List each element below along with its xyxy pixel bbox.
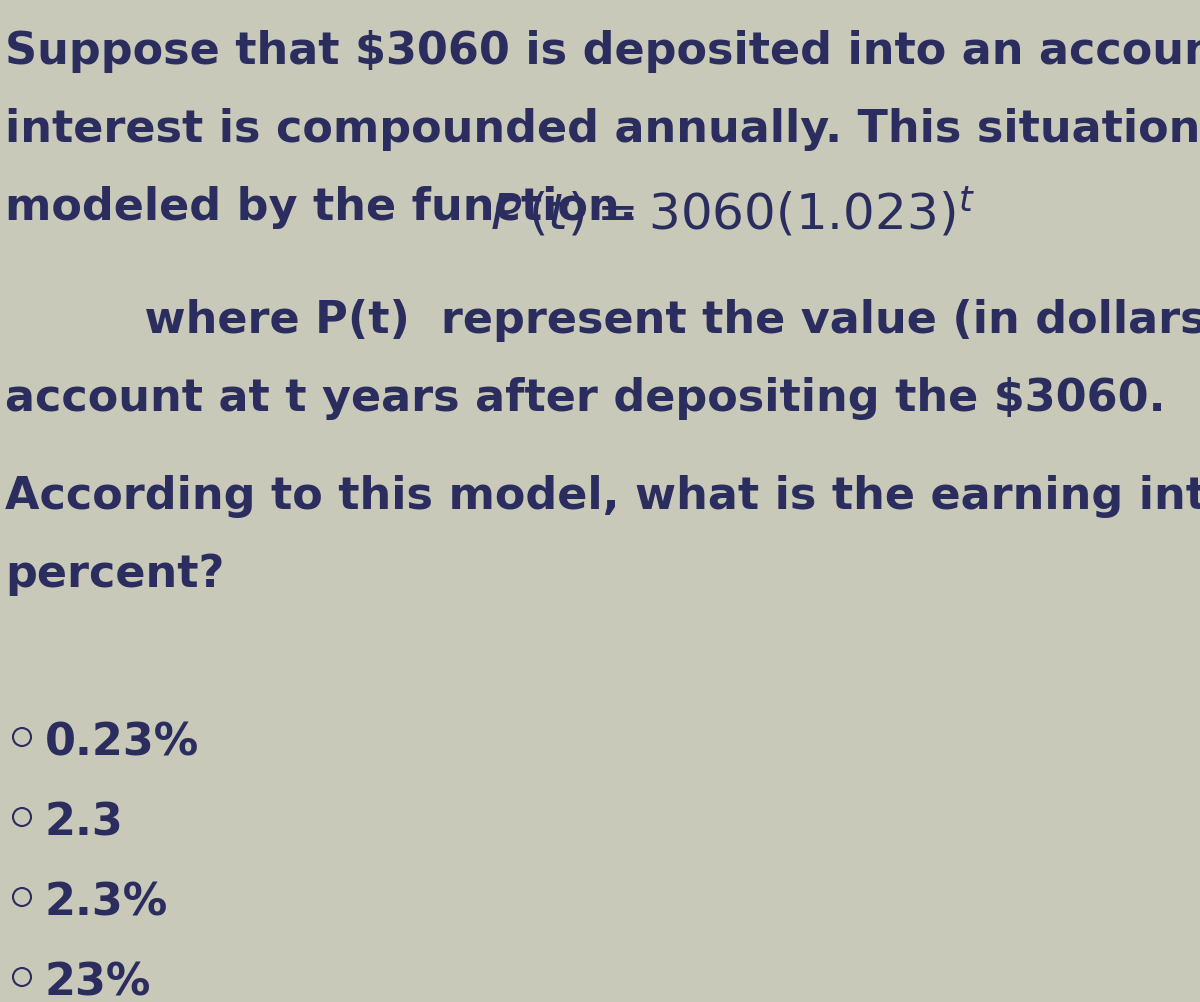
Text: $P\,(t) = 3060(1.023)^t$: $P\,(t) = 3060(1.023)^t$: [490, 186, 974, 240]
Text: 2.3%: 2.3%: [46, 881, 168, 924]
Text: interest is compounded annually. This situation can be: interest is compounded annually. This si…: [5, 108, 1200, 151]
Text: where P(t)  represent the value (in dollars) of the: where P(t) represent the value (in dolla…: [5, 299, 1200, 342]
Text: percent?: percent?: [5, 553, 224, 596]
Text: According to this model, what is the earning interest rate in: According to this model, what is the ear…: [5, 475, 1200, 518]
Text: 0.23%: 0.23%: [46, 721, 199, 764]
Text: 2.3: 2.3: [46, 801, 124, 844]
Text: account at t years after depositing the $3060.: account at t years after depositing the …: [5, 377, 1165, 420]
Text: modeled by the function.: modeled by the function.: [5, 186, 636, 229]
Text: Suppose that $3060 is deposited into an account where the: Suppose that $3060 is deposited into an …: [5, 30, 1200, 73]
Text: 23%: 23%: [46, 961, 151, 1002]
